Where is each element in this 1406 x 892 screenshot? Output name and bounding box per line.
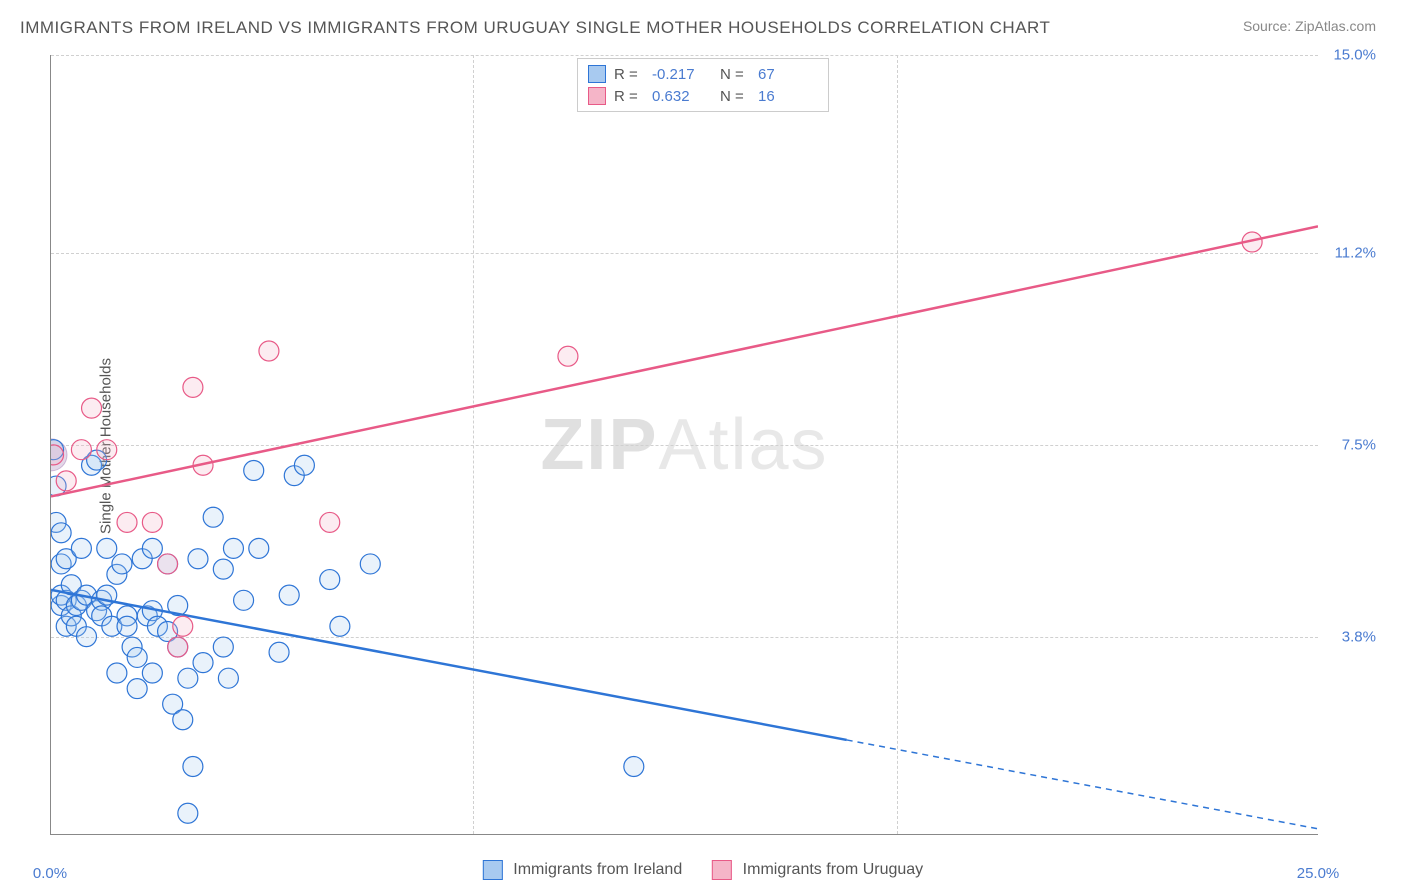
x-tick: 0.0% bbox=[33, 865, 67, 882]
legend-label-ireland: Immigrants from Ireland bbox=[513, 861, 682, 878]
n-label: N = bbox=[720, 66, 750, 83]
legend-item-ireland: Immigrants from Ireland bbox=[483, 860, 682, 880]
source-label: Source: ZipAtlas.com bbox=[1243, 18, 1376, 34]
n-value-ireland: 67 bbox=[758, 66, 818, 83]
r-value-ireland: -0.217 bbox=[652, 66, 712, 83]
legend-row-ireland: R = -0.217 N = 67 bbox=[588, 63, 818, 85]
swatch-uruguay-icon bbox=[588, 87, 606, 105]
y-tick: 3.8% bbox=[1342, 629, 1376, 646]
swatch-uruguay-icon bbox=[712, 860, 732, 880]
legend-item-uruguay: Immigrants from Uruguay bbox=[712, 860, 923, 880]
x-tick: 25.0% bbox=[1297, 865, 1340, 882]
y-tick: 7.5% bbox=[1342, 437, 1376, 454]
n-value-uruguay: 16 bbox=[758, 88, 818, 105]
chart-title: IMMIGRANTS FROM IRELAND VS IMMIGRANTS FR… bbox=[20, 18, 1050, 38]
legend-correlation: R = -0.217 N = 67 R = 0.632 N = 16 bbox=[577, 58, 829, 112]
y-tick: 11.2% bbox=[1335, 244, 1376, 261]
swatch-ireland-icon bbox=[588, 65, 606, 83]
plot-area: ZIPAtlas bbox=[50, 55, 1318, 835]
r-value-uruguay: 0.632 bbox=[652, 88, 712, 105]
r-label: R = bbox=[614, 66, 644, 83]
n-label: N = bbox=[720, 88, 750, 105]
y-tick: 15.0% bbox=[1333, 47, 1376, 64]
legend-row-uruguay: R = 0.632 N = 16 bbox=[588, 85, 818, 107]
legend-label-uruguay: Immigrants from Uruguay bbox=[743, 861, 924, 878]
legend-series: Immigrants from Ireland Immigrants from … bbox=[483, 860, 923, 880]
chart-svg bbox=[51, 55, 1318, 834]
r-label: R = bbox=[614, 88, 644, 105]
swatch-ireland-icon bbox=[483, 860, 503, 880]
